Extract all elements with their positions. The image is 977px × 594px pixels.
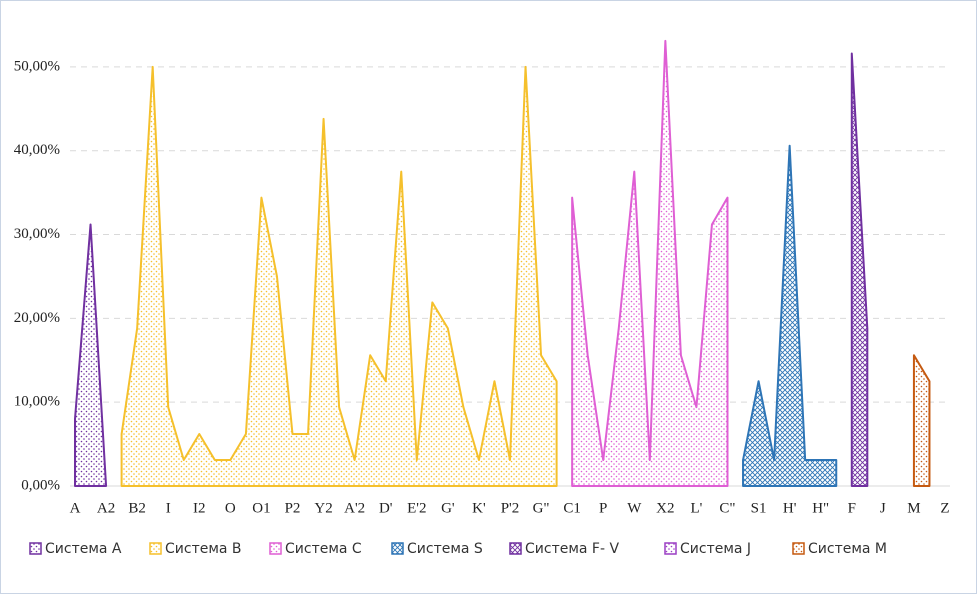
legend-swatch bbox=[29, 542, 42, 555]
area bbox=[571, 39, 729, 487]
y-tick-label: 50,00% bbox=[14, 58, 60, 74]
legend-label: Система C bbox=[285, 541, 362, 557]
y-tick-label: 20,00% bbox=[14, 310, 60, 326]
x-tick-label: E'2 bbox=[407, 500, 426, 516]
area bbox=[850, 52, 869, 487]
x-tick-label: H' bbox=[783, 500, 797, 516]
x-tick-label: I bbox=[166, 500, 171, 516]
y-tick-label: 30,00% bbox=[14, 226, 60, 242]
x-tick-label: A bbox=[70, 500, 81, 516]
x-tick-label: P'2 bbox=[501, 500, 520, 516]
x-tick-label: G" bbox=[533, 500, 550, 516]
x-tick-label: B2 bbox=[128, 500, 146, 516]
legend-label: Система M bbox=[808, 541, 887, 557]
legend-label: Система J bbox=[680, 541, 751, 557]
x-tick-label: L' bbox=[690, 500, 702, 516]
area bbox=[742, 144, 838, 487]
x-tick-label: G' bbox=[441, 500, 455, 516]
x-tick-label: C1 bbox=[563, 500, 581, 516]
x-tick-label: A'2 bbox=[344, 500, 365, 516]
x-tick-label: D' bbox=[379, 500, 393, 516]
x-tick-label: P2 bbox=[285, 500, 301, 516]
x-tick-label: A2 bbox=[97, 500, 115, 516]
legend-swatch bbox=[509, 542, 522, 555]
x-tick-label: H" bbox=[812, 500, 829, 516]
x-tick-label: Y2 bbox=[314, 500, 332, 516]
legend-label: Система F- V bbox=[525, 541, 619, 557]
x-tick-label: W bbox=[627, 500, 642, 516]
x-tick-label: P bbox=[599, 500, 607, 516]
area bbox=[120, 65, 558, 487]
legend-label: Система S bbox=[407, 541, 483, 557]
x-tick-label: O bbox=[225, 500, 236, 516]
y-tick-label: 10,00% bbox=[14, 394, 60, 410]
x-tick-label: F bbox=[848, 500, 856, 516]
x-tick-label: O1 bbox=[252, 500, 270, 516]
x-tick-label: J bbox=[880, 500, 886, 516]
legend-swatch bbox=[391, 542, 404, 555]
x-tick-label: S1 bbox=[751, 500, 767, 516]
area bbox=[74, 223, 108, 487]
legend-label: Система A bbox=[45, 541, 122, 557]
area bbox=[912, 354, 931, 487]
legend-swatch bbox=[792, 542, 805, 555]
x-tick-label: M bbox=[907, 500, 920, 516]
x-tick-label: C" bbox=[719, 500, 735, 516]
x-tick-label: I2 bbox=[193, 500, 206, 516]
legend-swatch bbox=[149, 542, 162, 555]
x-tick-label: K' bbox=[472, 500, 486, 516]
x-tick-label: X2 bbox=[656, 500, 674, 516]
legend-swatch bbox=[269, 542, 282, 555]
legend-label: Система B bbox=[165, 541, 242, 557]
legend-swatch bbox=[664, 542, 677, 555]
y-tick-label: 40,00% bbox=[14, 142, 60, 158]
x-tick-label: Z bbox=[940, 500, 949, 516]
y-tick-label: 0,00% bbox=[21, 477, 60, 493]
